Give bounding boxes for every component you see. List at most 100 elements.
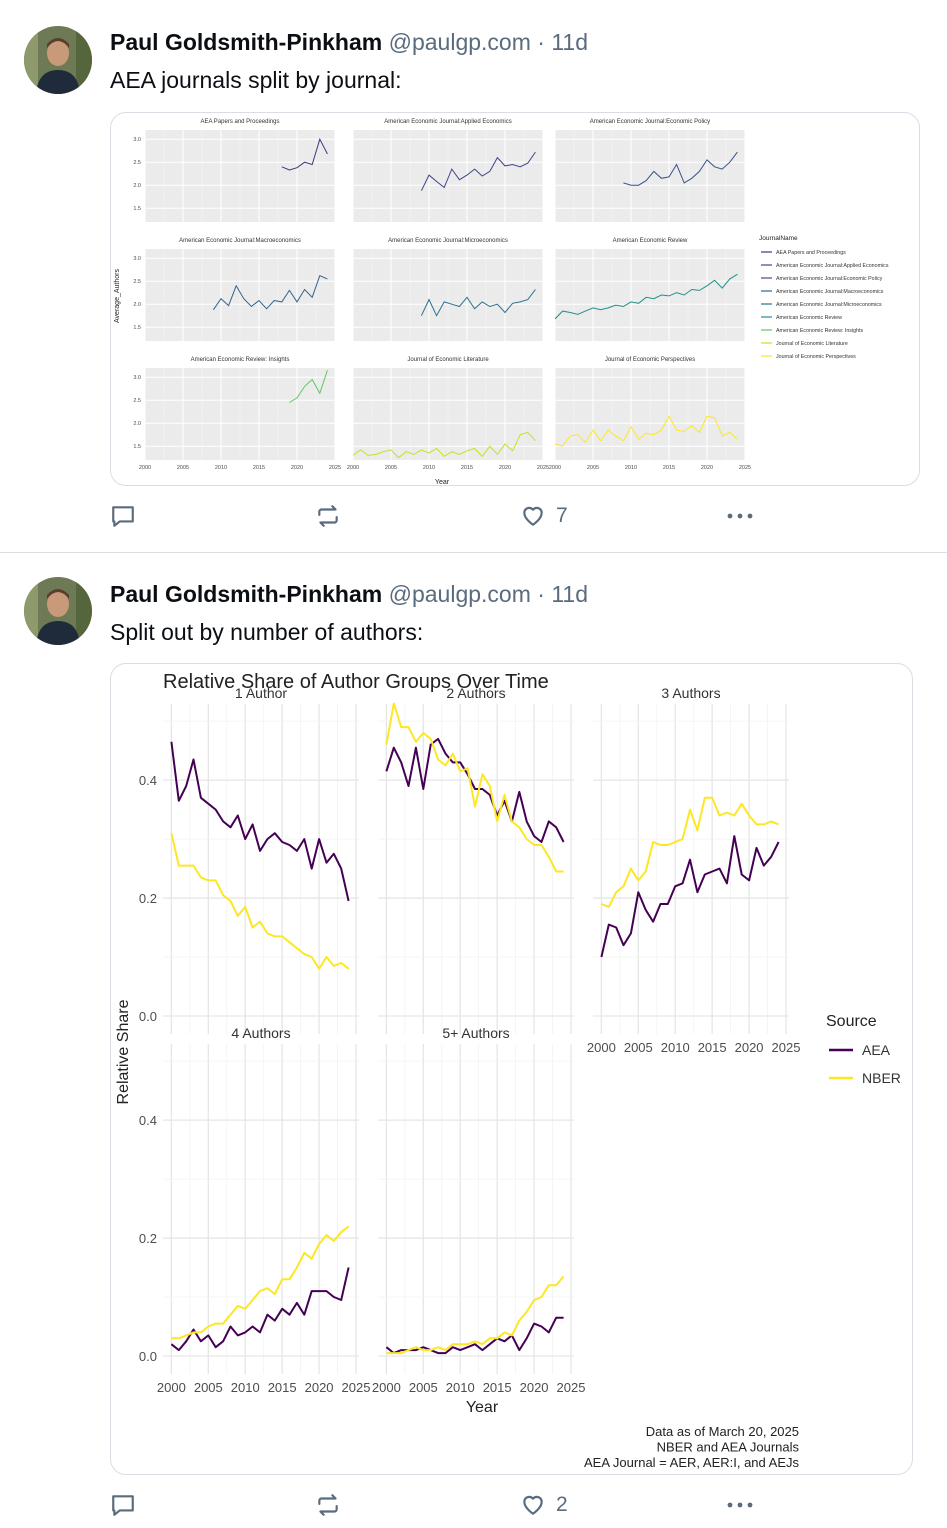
y-tick-label: 0.2: [139, 1231, 157, 1246]
author-name[interactable]: Paul Goldsmith-Pinkham: [110, 29, 383, 55]
post-timestamp[interactable]: 11d: [551, 29, 588, 55]
x-tick-label: 2010: [661, 1040, 690, 1055]
series-line-nber: [601, 796, 779, 908]
series-line: [289, 370, 328, 403]
faceted-journal-chart: AEA Papers and Proceedings 1.5 2.0 2.5 3.0 Am…: [114, 119, 889, 486]
x-axis-title: Year: [435, 479, 450, 486]
post-image[interactable]: AEA Papers and Proceedings 1.5 2.0 2.5 3.0 Am…: [110, 112, 920, 486]
y-tick-label: 0.0: [139, 1009, 157, 1024]
series-line: [554, 415, 738, 447]
repost-button[interactable]: [315, 1488, 341, 1522]
legend-label: Journal of Economic Perspectives: [776, 354, 856, 360]
more-options-button[interactable]: [725, 499, 755, 533]
series-line-nber: [170, 832, 350, 970]
y-tick-label: 2.5: [133, 279, 141, 285]
series-line-aea: [170, 741, 350, 902]
author-share-chart: Relative Share of Author Groups Over Tim…: [115, 671, 901, 1470]
chart-caption: NBER and AEA Journals: [657, 1440, 800, 1455]
post-text: AEA journals split by journal:: [110, 67, 402, 93]
x-tick-label: 2025: [772, 1040, 801, 1055]
legend-label: American Economic Journal:Microeconomics: [776, 302, 882, 308]
y-axis-title: Relative Share: [115, 999, 132, 1104]
panel-title: American Economic Journal:Microeconomics: [388, 238, 508, 244]
series-line: [420, 151, 536, 191]
panel-title: 5+ Authors: [442, 1025, 509, 1041]
series-line-aea: [385, 737, 565, 843]
x-tick-label: 2000: [347, 465, 359, 471]
y-tick-label: 2.0: [133, 302, 141, 308]
legend-label: American Economic Journal:Macroeconomics: [776, 289, 884, 295]
legend-label: Journal of Economic Literature: [776, 341, 848, 347]
x-tick-label: 2010: [215, 465, 227, 471]
series-line-aea: [600, 835, 780, 958]
heart-icon: [523, 1495, 543, 1515]
x-tick-label: 2000: [549, 465, 561, 471]
x-tick-label: 2015: [663, 465, 675, 471]
post-divider: [0, 552, 947, 553]
y-tick-label: 0.4: [139, 773, 157, 788]
like-button[interactable]: 2: [520, 1488, 568, 1522]
reply-button[interactable]: [110, 1488, 136, 1522]
panel-title: Journal of Economic Perspectives: [605, 357, 695, 363]
x-tick-label: 2020: [291, 465, 303, 471]
legend-label: American Economic Review: Insights: [776, 328, 863, 334]
author-handle[interactable]: @paulgp.com: [388, 581, 531, 607]
y-tick-label: 0.2: [139, 891, 157, 906]
x-tick-label: 2005: [409, 1380, 438, 1395]
x-tick-label: 2025: [537, 465, 549, 471]
post-2: Paul Goldsmith-Pinkham @paulgp.com · 11d…: [0, 553, 947, 1528]
x-tick-label: 2020: [735, 1040, 764, 1055]
series-line-nber: [385, 702, 564, 873]
legend-label: American Economic Review: [776, 315, 842, 321]
panel-title: American Economic Journal:Applied Econom…: [384, 119, 511, 125]
series-line: [554, 273, 738, 320]
x-tick-label: 2015: [483, 1380, 512, 1395]
x-tick-label: 2010: [446, 1380, 475, 1395]
series-line: [623, 151, 738, 186]
series-line: [281, 137, 328, 171]
series-line: [212, 275, 328, 310]
legend-label: AEA: [862, 1042, 891, 1058]
series-line-nber: [386, 1275, 565, 1355]
series-line: [352, 431, 536, 459]
series-line-nber: [171, 1225, 350, 1340]
author-avatar[interactable]: [24, 577, 92, 645]
panel-title: Journal of Economic Literature: [407, 357, 489, 363]
chart-title: Relative Share of Author Groups Over Tim…: [163, 671, 549, 693]
reply-button[interactable]: [110, 499, 136, 533]
y-tick-label: 0.4: [139, 1113, 157, 1128]
author-handle[interactable]: @paulgp.com: [388, 29, 531, 55]
more-icon: [727, 513, 753, 519]
x-tick-label: 2020: [499, 465, 511, 471]
y-tick-label: 2.0: [133, 421, 141, 427]
legend-label: American Economic Journal:Applied Econom…: [776, 263, 889, 269]
author-name[interactable]: Paul Goldsmith-Pinkham: [110, 581, 383, 607]
post-image[interactable]: Relative Share of Author Groups Over Tim…: [110, 663, 913, 1475]
legend-title: Source: [826, 1013, 877, 1030]
post-text: Split out by number of authors:: [110, 619, 424, 645]
x-tick-label: 2015: [253, 465, 265, 471]
author-avatar[interactable]: [24, 26, 92, 94]
x-tick-label: 2005: [385, 465, 397, 471]
y-tick-label: 2.5: [133, 398, 141, 404]
repost-icon: [318, 505, 338, 527]
reply-icon: [112, 1495, 134, 1516]
heart-icon: [523, 506, 543, 526]
legend-label: NBER: [862, 1070, 901, 1086]
x-tick-label: 2025: [739, 465, 751, 471]
more-icon: [727, 1502, 753, 1508]
separator-dot: ·: [537, 29, 545, 55]
repost-button[interactable]: [315, 499, 341, 533]
y-tick-label: 1.5: [133, 206, 141, 212]
more-options-button[interactable]: [725, 1488, 755, 1522]
x-tick-label: 2020: [520, 1380, 549, 1395]
like-button[interactable]: 7: [520, 499, 568, 533]
panel-title: American Economic Review: [613, 238, 688, 244]
x-tick-label: 2010: [625, 465, 637, 471]
x-tick-label: 2005: [177, 465, 189, 471]
like-count: 7: [556, 504, 568, 527]
post-1: Paul Goldsmith-Pinkham @paulgp.com · 11d…: [0, 0, 947, 552]
panel-title: American Economic Journal:Economic Polic…: [590, 119, 710, 125]
post-timestamp[interactable]: 11d: [551, 581, 588, 607]
panel-title: 3 Authors: [661, 685, 720, 701]
